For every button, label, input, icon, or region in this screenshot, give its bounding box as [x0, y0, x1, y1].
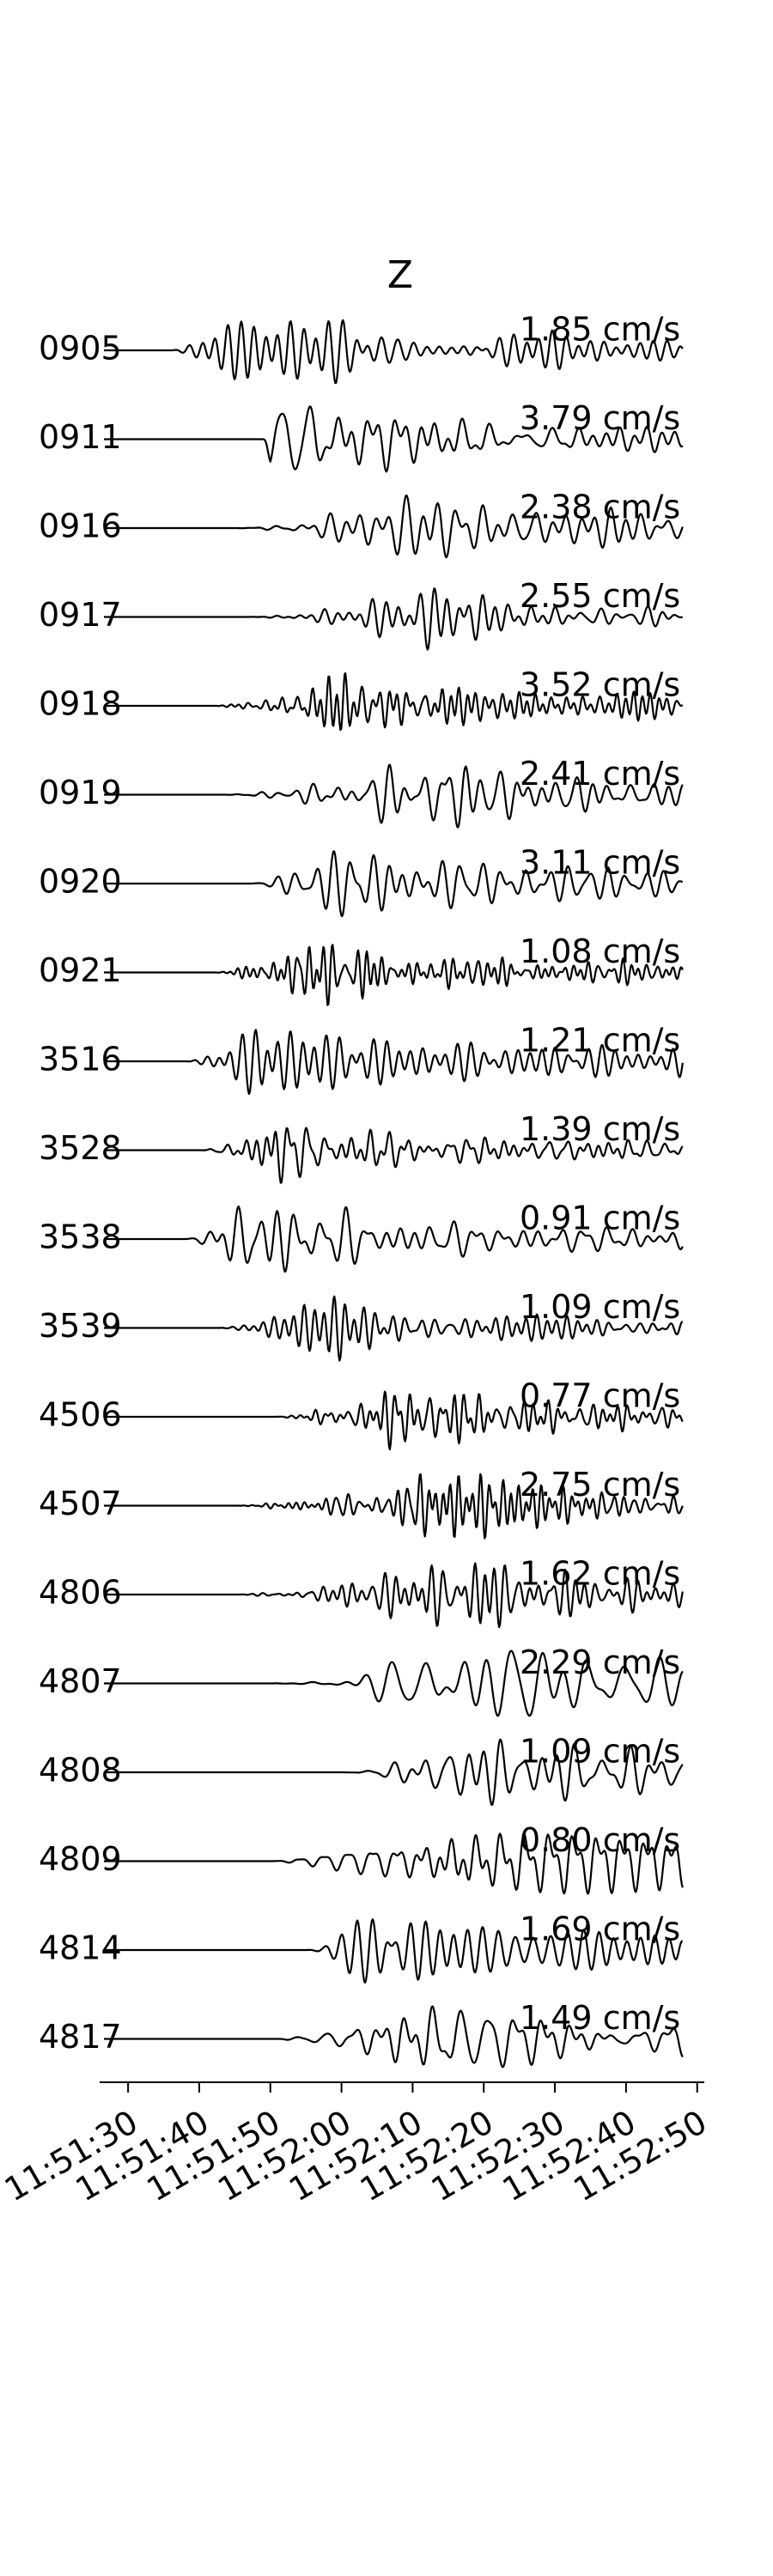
trace-label-4807: 4807 [39, 1662, 122, 1700]
trace-amplitude-3516: 1.21 cm/s [520, 1022, 680, 1060]
trace-waveform-4506 [103, 1390, 684, 1451]
trace-waveform-0917 [103, 587, 684, 651]
trace-label-3516: 3516 [39, 1041, 122, 1078]
trace-waveform-3538 [103, 1206, 684, 1273]
trace-waveform-4507 [103, 1473, 684, 1540]
trace-label-4507: 4507 [39, 1485, 122, 1522]
trace-label-3539: 3539 [39, 1307, 122, 1345]
trace-amplitude-3528: 1.39 cm/s [520, 1110, 680, 1148]
trace-label-3538: 3538 [39, 1218, 122, 1256]
trace-label-0911: 0911 [39, 418, 122, 456]
trace-waveform-0920 [103, 850, 684, 918]
chart-title: Z [387, 253, 413, 297]
traces-group: 0905 1.85 cm/s 0911 3.79 cm/s 0916 2.38 cm/s 0… [39, 311, 684, 2069]
trace-amplitude-4506: 0.77 cm/s [520, 1377, 680, 1415]
trace-amplitude-4806: 1.62 cm/s [520, 1555, 680, 1593]
trace-amplitude-0918: 3.52 cm/s [520, 666, 680, 704]
trace-amplitude-0917: 2.55 cm/s [520, 577, 680, 615]
trace-label-0916: 0916 [39, 507, 122, 545]
trace-amplitude-0916: 2.38 cm/s [520, 489, 680, 526]
trace-waveform-0905 [103, 319, 684, 385]
trace-amplitude-4808: 1.09 cm/s [520, 1733, 680, 1771]
trace-label-4806: 4806 [39, 1574, 122, 1612]
trace-waveform-4808 [103, 1738, 684, 1806]
trace-label-0919: 0919 [39, 774, 122, 811]
trace-label-0920: 0920 [39, 863, 122, 901]
trace-label-4506: 4506 [39, 1396, 122, 1434]
trace-waveform-0918 [103, 671, 684, 732]
trace-label-4808: 4808 [39, 1752, 122, 1789]
trace-waveform-4814 [103, 1918, 683, 1984]
trace-waveform-0911 [103, 405, 684, 473]
trace-amplitude-0921: 1.08 cm/s [520, 933, 680, 970]
trace-amplitude-4507: 2.75 cm/s [520, 1466, 680, 1504]
trace-amplitude-0905: 1.85 cm/s [520, 311, 680, 349]
trace-waveform-3516 [103, 1029, 684, 1096]
trace-label-4817: 4817 [39, 2018, 122, 2056]
trace-waveform-3539 [103, 1295, 684, 1362]
trace-waveform-0916 [103, 494, 684, 559]
trace-amplitude-4817: 1.49 cm/s [520, 1999, 680, 2037]
trace-label-0918: 0918 [39, 685, 122, 723]
trace-waveform-4817 [103, 2005, 684, 2069]
trace-label-0921: 0921 [39, 951, 122, 989]
trace-amplitude-3538: 0.91 cm/s [520, 1200, 680, 1237]
trace-waveform-0919 [103, 763, 684, 829]
trace-amplitude-0911: 3.79 cm/s [520, 399, 680, 437]
trace-waveform-4809 [103, 1832, 684, 1895]
trace-amplitude-4814: 1.69 cm/s [520, 1911, 680, 1948]
trace-amplitude-4809: 0.80 cm/s [520, 1821, 680, 1859]
trace-label-0905: 0905 [39, 330, 122, 368]
trace-label-4809: 4809 [39, 1840, 122, 1878]
trace-label-4814: 4814 [39, 1929, 122, 1967]
trace-waveform-4806 [103, 1562, 684, 1629]
trace-amplitude-4807: 2.29 cm/s [520, 1643, 680, 1681]
trace-amplitude-0920: 3.11 cm/s [520, 844, 680, 882]
trace-waveform-4807 [103, 1649, 684, 1717]
trace-amplitude-0919: 2.41 cm/s [520, 755, 680, 793]
trace-waveform-3528 [103, 1127, 684, 1184]
trace-label-0917: 0917 [39, 596, 122, 634]
trace-label-3528: 3528 [39, 1129, 122, 1167]
trace-waveform-0921 [103, 944, 684, 1006]
trace-amplitude-3539: 1.09 cm/s [520, 1288, 680, 1326]
x-axis: 11:51:3011:51:4011:51:5011:52:0011:52:10… [0, 2081, 713, 2208]
